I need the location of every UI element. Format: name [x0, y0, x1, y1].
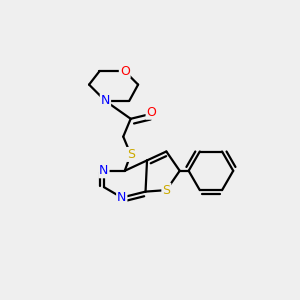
Text: N: N	[99, 164, 109, 177]
Text: N: N	[117, 191, 127, 204]
Text: O: O	[120, 65, 130, 78]
Text: S: S	[162, 184, 170, 196]
Text: N: N	[101, 94, 110, 107]
Text: O: O	[146, 106, 156, 119]
Text: S: S	[127, 148, 135, 161]
